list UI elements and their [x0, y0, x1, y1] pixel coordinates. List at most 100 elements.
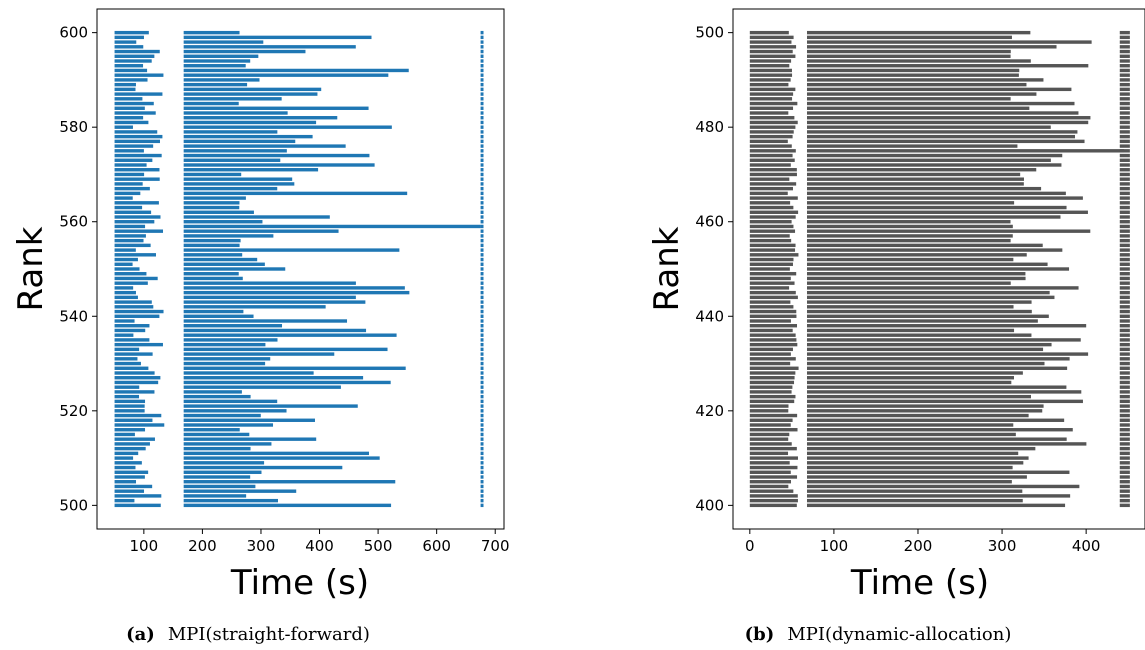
- x-tick-label: 200: [188, 537, 217, 555]
- bar-b-seg3-rank-404: [1119, 484, 1130, 489]
- bar-b-seg2-rank-448: [806, 276, 1026, 281]
- bar-a-seg2-rank-598: [183, 40, 264, 44]
- caption-b: (b) MPI(dynamic-allocation): [745, 624, 1012, 645]
- bar-b-seg2-rank-430: [806, 361, 1045, 366]
- bar-a-seg2-rank-572: [183, 163, 375, 167]
- bar-a-seg2-rank-554: [183, 248, 400, 252]
- bar-a-seg2-rank-576: [183, 144, 346, 148]
- bar-b-seg1-rank-425: [749, 385, 793, 389]
- bar-b-seg1-rank-467: [749, 186, 793, 191]
- bar-b-seg3-rank-427: [1119, 376, 1130, 380]
- bar-a-seg1-rank-584: [114, 106, 145, 110]
- bar-b-seg1-rank-438: [749, 324, 798, 328]
- x-tick-label: 300: [247, 537, 276, 555]
- bar-b-seg3-rank-411: [1119, 451, 1130, 456]
- bar-b-seg3-rank-468: [1119, 182, 1130, 186]
- bar-b-seg1-rank-434: [749, 342, 798, 347]
- bar-b-seg3-rank-448: [1119, 276, 1130, 281]
- bar-a-seg2-rank-586: [183, 97, 282, 101]
- bar-a-seg2-rank-573: [183, 158, 281, 162]
- bar-b-seg2-rank-403: [806, 489, 1023, 493]
- bar-b-seg1-rank-486: [749, 97, 793, 101]
- bar-a-seg1-rank-590: [114, 78, 148, 82]
- bar-b-seg3-rank-464: [1119, 201, 1130, 205]
- bar-a-seg1-rank-525: [114, 385, 140, 389]
- bar-a-seg1-rank-514: [114, 437, 155, 441]
- bar-b-seg2-rank-417: [806, 423, 1014, 427]
- bar-b-seg3-rank-461: [1119, 215, 1130, 219]
- bar-a-seg3-rank-575: [480, 149, 484, 153]
- bar-b-seg1-rank-406: [749, 475, 798, 479]
- bar-b-seg2-rank-466: [806, 191, 1066, 196]
- bar-b-seg1-rank-479: [749, 130, 794, 134]
- x-tick-label: 400: [1072, 537, 1101, 555]
- bar-b-seg3-rank-401: [1119, 498, 1130, 503]
- bar-a-seg2-rank-529: [183, 366, 406, 370]
- bar-b-seg3-rank-402: [1119, 494, 1130, 498]
- bar-a-seg1-rank-503: [114, 489, 145, 493]
- bar-b-seg1-rank-483: [749, 111, 789, 115]
- bar-a-seg3-rank-537: [480, 328, 484, 333]
- bar-a-seg3-rank-574: [480, 153, 484, 158]
- bar-b-seg3-rank-458: [1119, 229, 1130, 233]
- bar-a-seg2-rank-556: [183, 238, 241, 243]
- bar-b-seg2-rank-451: [806, 262, 1048, 266]
- bar-a-seg1-rank-560: [114, 220, 155, 224]
- bar-a-seg3-rank-521: [480, 404, 484, 408]
- bar-a-seg2-rank-543: [183, 300, 366, 304]
- bar-a-seg1-rank-577: [114, 139, 160, 144]
- bar-b-seg2-rank-476: [806, 144, 1018, 148]
- bar-b-seg3-rank-418: [1119, 418, 1130, 422]
- caption-a: (a) MPI(straight-forward): [126, 624, 370, 645]
- bar-a-seg2-rank-534: [183, 342, 266, 347]
- bar-a-seg1-rank-538: [114, 324, 150, 328]
- x-axis-label-a: Time (s): [230, 563, 369, 603]
- bar-a-seg2-rank-533: [183, 347, 388, 352]
- bar-b-seg1-rank-405: [749, 480, 792, 484]
- bar-a-seg2-rank-504: [183, 484, 256, 489]
- bar-a-seg3-rank-580: [480, 125, 484, 129]
- bar-b-seg3-rank-410: [1119, 456, 1130, 460]
- bar-a-seg2-rank-505: [183, 480, 396, 484]
- bar-b-seg3-rank-413: [1119, 442, 1130, 446]
- bar-b-seg3-rank-465: [1119, 196, 1130, 200]
- bar-b-seg1-rank-481: [749, 120, 798, 125]
- bar-a-seg2-rank-526: [183, 380, 391, 385]
- bar-b-seg3-rank-412: [1119, 446, 1130, 451]
- bar-b-seg2-rank-464: [806, 201, 1015, 205]
- bar-a-seg1-rank-554: [114, 248, 136, 252]
- bar-b-seg3-rank-500: [1119, 30, 1130, 35]
- bar-b-seg3-rank-449: [1119, 272, 1130, 276]
- bar-b-seg2-rank-447: [806, 281, 1011, 285]
- bar-b-seg3-rank-430: [1119, 361, 1130, 366]
- bar-b-seg1-rank-418: [749, 418, 793, 422]
- bar-a-seg3-rank-558: [480, 229, 484, 233]
- bar-a-seg3-rank-548: [480, 276, 484, 281]
- bar-b-seg1-rank-477: [749, 139, 788, 144]
- bar-b-seg2-rank-486: [806, 97, 1011, 101]
- bar-a-seg2-rank-536: [183, 333, 397, 337]
- bar-b-seg1-rank-487: [749, 92, 794, 96]
- bar-b-seg1-rank-442: [749, 305, 794, 309]
- bar-a-seg3-rank-503: [480, 489, 484, 493]
- bar-a-seg1-rank-581: [114, 120, 149, 125]
- bar-b-seg2-rank-428: [806, 371, 1023, 375]
- bar-b-seg2-rank-425: [806, 385, 1067, 389]
- bar-a-seg1-rank-597: [114, 45, 144, 49]
- x-tick-label: 100: [820, 537, 849, 555]
- bar-a-seg3-rank-583: [480, 111, 484, 115]
- bar-a-seg1-rank-568: [114, 182, 143, 186]
- bar-a-seg3-rank-518: [480, 418, 484, 422]
- bar-a-seg3-rank-515: [480, 432, 484, 437]
- bar-b-seg2-rank-461: [806, 215, 1061, 219]
- bar-a-seg3-rank-523: [480, 394, 484, 399]
- bar-a-seg2-rank-595: [183, 54, 259, 58]
- bar-a-seg3-rank-542: [480, 305, 484, 309]
- y-tick-label: 600: [59, 24, 88, 42]
- bar-b-seg3-rank-495: [1119, 54, 1130, 58]
- bar-b-seg1-rank-472: [749, 163, 791, 167]
- bars-b: [749, 30, 1130, 508]
- bar-a-seg2-rank-587: [183, 92, 318, 96]
- bar-b-seg1-rank-431: [749, 357, 796, 361]
- bar-a-seg3-rank-588: [480, 87, 484, 92]
